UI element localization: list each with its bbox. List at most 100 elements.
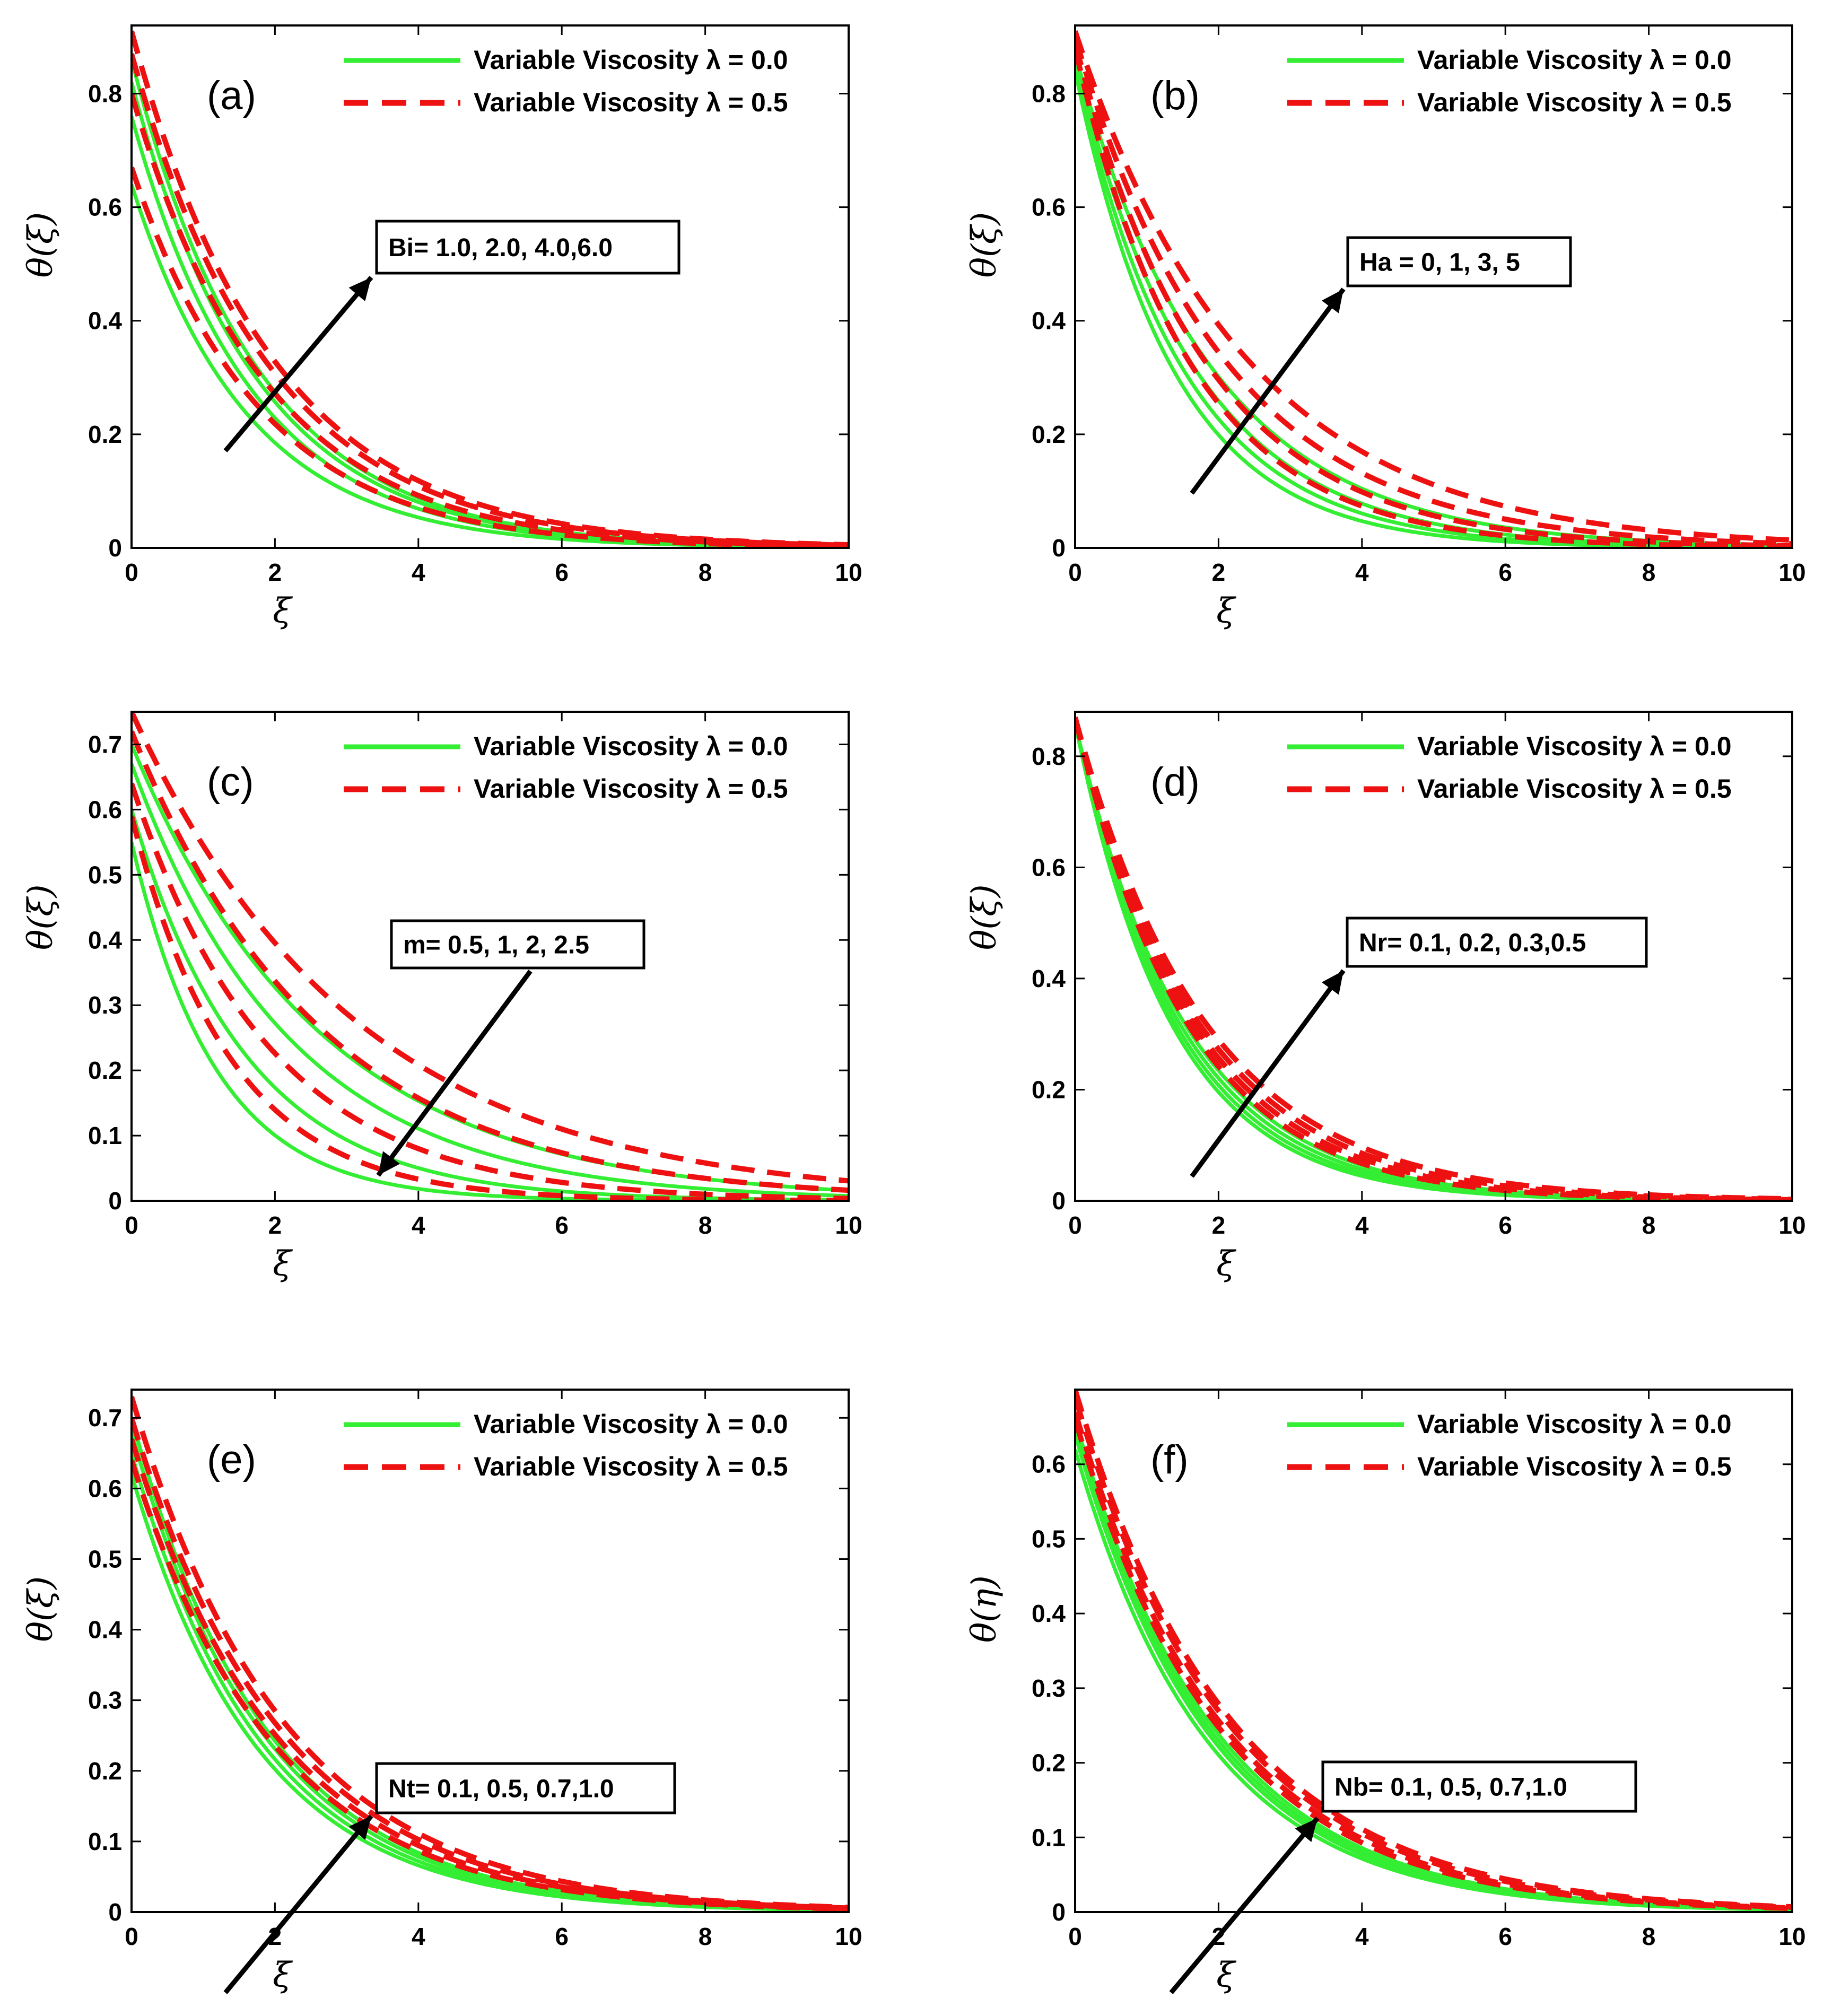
series-group <box>132 30 849 548</box>
y-tick-label: 0.4 <box>1032 965 1066 992</box>
x-tick-label: 10 <box>1778 1211 1805 1239</box>
y-tick-label: 0.2 <box>1032 421 1066 448</box>
x-tick-label: 6 <box>1498 1923 1512 1950</box>
y-tick-label: 0.1 <box>88 1828 122 1855</box>
dashed-curve-1 <box>1075 717 1792 1201</box>
dashed-curve-2 <box>132 53 849 548</box>
dashed-curve-3 <box>1075 717 1792 1201</box>
panel-label: (f) <box>1150 1437 1189 1482</box>
y-tick-label: 0 <box>108 1187 122 1215</box>
solid-curve-3 <box>132 1417 849 1912</box>
y-axis-label: θ(ξ) <box>965 884 1004 950</box>
x-axis-label: ξ <box>1216 591 1236 631</box>
solid-curve-1 <box>132 116 849 548</box>
annotation-arrow <box>223 1814 373 1994</box>
y-tick-label: 0.2 <box>88 1757 122 1785</box>
x-tick-label: 4 <box>412 558 425 586</box>
dashed-curve-2 <box>1075 1396 1792 1910</box>
x-axis-label: ξ <box>1216 1956 1236 1995</box>
dashed-curve-1 <box>132 730 849 1193</box>
dashed-curve-0 <box>132 712 849 1184</box>
arrow-head <box>1321 289 1343 313</box>
x-tick-label: 4 <box>1355 558 1369 586</box>
x-tick-label: 0 <box>125 558 138 586</box>
x-tick-label: 8 <box>699 1211 712 1239</box>
series-group <box>1075 717 1792 1201</box>
y-tick-label: 0.6 <box>1032 1451 1066 1478</box>
chart-panel-5: 024681000.10.20.30.40.50.6ξθ(η)(f)Variab… <box>965 1389 1806 1995</box>
y-tick-label: 0.3 <box>88 991 122 1019</box>
x-tick-label: 6 <box>555 1923 569 1950</box>
legend-label: Variable Viscosity λ = 0.0 <box>474 1409 788 1439</box>
annotation-text: Nb= 0.1, 0.5, 0.7,1.0 <box>1334 1774 1567 1802</box>
arrow-head <box>1295 1818 1318 1843</box>
x-tick-label: 8 <box>699 558 712 586</box>
annotation-box <box>375 1762 676 1814</box>
annotation-text: Ha = 0, 1, 3, 5 <box>1359 249 1520 277</box>
x-tick-label: 10 <box>835 1923 862 1950</box>
chart-panel-4: 0 2 4 6 8 1000.10.20.30.40.50.60.7ξθ(ξ)(e)Var… <box>21 1389 862 1995</box>
x-tick-label: 10 <box>1778 558 1805 586</box>
annotation-box <box>1346 236 1572 287</box>
x-tick-label: 10 <box>835 1211 862 1239</box>
chart-panel-1: 0 2 4 6 8 10 0 0.2 0.4 0.6 0.8 ξ θ(ξ) (b) Variable Vis… <box>965 24 1806 631</box>
y-tick-label: 0.5 <box>1032 1525 1066 1552</box>
y-axis-label: θ(η) <box>965 1575 1004 1643</box>
x-tick-label: 2 <box>1212 558 1226 586</box>
legend-label: Variable Viscosity λ = 0.0 <box>1417 45 1732 75</box>
dashed-curve-2 <box>132 782 849 1201</box>
series-group <box>1075 1390 1792 1912</box>
y-tick-label: 0.1 <box>88 1122 122 1149</box>
solid-curve-1 <box>1075 65 1792 548</box>
x-axis-label: ξ <box>273 591 293 631</box>
y-tick-label: 0.4 <box>88 307 122 335</box>
dashed-curve-3 <box>132 1395 849 1910</box>
dashed-curve-1 <box>132 93 849 548</box>
x-tick-label: 8 <box>1642 558 1656 586</box>
x-tick-label: 0 <box>1068 1923 1082 1950</box>
x-axis-label: ξ <box>273 1244 293 1284</box>
y-axis-label: θ(ξ) <box>965 212 1004 278</box>
panel-label: (d) <box>1150 760 1200 805</box>
y-tick-label: 0.2 <box>1032 1749 1066 1777</box>
y-tick-label: 0.7 <box>88 1404 122 1432</box>
annotation-arrow <box>376 970 533 1177</box>
x-tick-label: 0 <box>125 1211 138 1239</box>
annotation-arrow <box>1190 287 1346 495</box>
x-tick-label: 10 <box>1778 1923 1805 1950</box>
annotation-text: Nt= 0.1, 0.5, 0.7,1.0 <box>388 1775 614 1803</box>
legend-label: Variable Viscosity λ = 0.0 <box>1417 1409 1732 1439</box>
x-tick-label: 8 <box>699 1923 712 1950</box>
dashed-curve-3 <box>1075 1390 1792 1910</box>
y-tick-label: 0.6 <box>1032 194 1066 221</box>
y-tick-label: 0.8 <box>88 80 122 107</box>
x-tick-label: 2 <box>268 1211 282 1239</box>
legend-label: Variable Viscosity λ = 0.5 <box>474 88 788 117</box>
annotation-box <box>1321 1760 1637 1813</box>
dashed-curve-1 <box>132 1438 849 1912</box>
y-tick-label: 0.7 <box>88 730 122 758</box>
y-tick-label: 0.3 <box>1032 1674 1066 1702</box>
y-tick-label: 0 <box>108 1898 122 1926</box>
y-tick-label: 0.4 <box>1032 307 1066 335</box>
x-axis-label: ξ <box>273 1956 293 1995</box>
y-tick-label: 0.6 <box>88 796 122 823</box>
annotation-box <box>375 220 680 275</box>
x-tick-label: 4 <box>1355 1923 1369 1950</box>
panel-label: (c) <box>207 760 254 805</box>
x-tick-label: 0 <box>125 1923 138 1950</box>
x-tick-label: 4 <box>412 1211 425 1239</box>
panel-label: (b) <box>1150 73 1200 118</box>
legend-label: Variable Viscosity λ = 0.0 <box>1417 731 1732 761</box>
arrow-head <box>378 1151 400 1175</box>
x-tick-label: 6 <box>555 1211 569 1239</box>
chart-panel-0: 0 2 4 6 8 10 0 0.2 0.4 0.6 0.8 ξ θ(ξ) (a) Variable Vis… <box>21 24 862 631</box>
legend-label: Variable Viscosity λ = 0.5 <box>474 1452 788 1481</box>
y-tick-label: 0.6 <box>88 194 122 221</box>
y-axis-label: θ(ξ) <box>21 212 60 278</box>
annotation-text: m= 0.5, 1, 2, 2.5 <box>403 931 589 959</box>
annotation-arrow <box>1169 1817 1320 1994</box>
annotation-text: Nr= 0.1, 0.2, 0.3,0.5 <box>1359 929 1586 957</box>
x-tick-label: 2 <box>268 558 282 586</box>
